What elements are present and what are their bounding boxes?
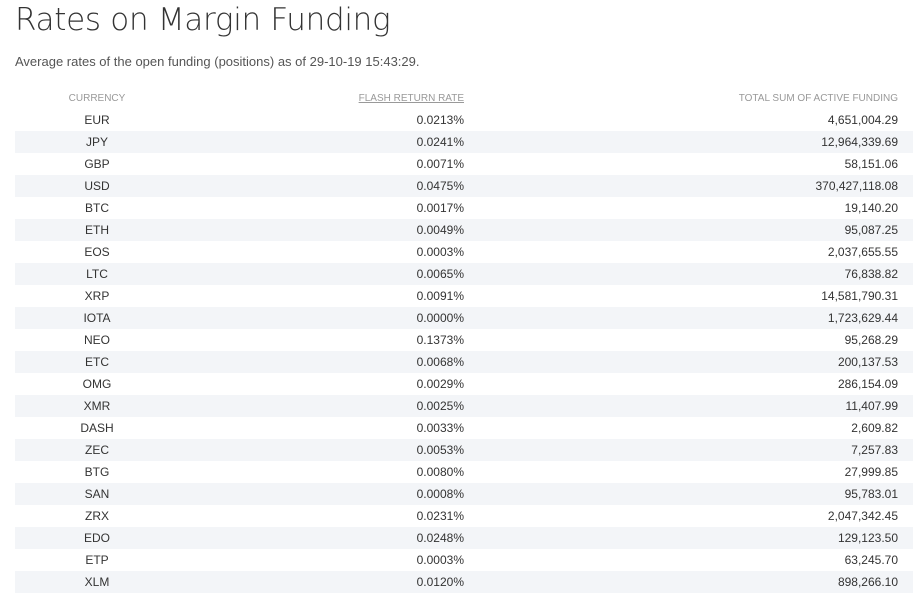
flash-return-rate-cell: 0.0241% (179, 131, 464, 153)
table-row: DASH 0.0033% 2,609.82 (15, 417, 913, 439)
total-funding-cell: 4,651,004.29 (827, 113, 898, 127)
total-funding-cell: 95,783.01 (464, 483, 913, 505)
currency-cell: JPY (15, 131, 179, 153)
total-funding-cell: 129,123.50 (464, 527, 913, 549)
table-row: ZEC 0.0053% 7,257.83 (15, 439, 913, 461)
table-row: XMR 0.0025% 11,407.99 (15, 395, 913, 417)
table-row: OMG 0.0029% 286,154.09 (15, 373, 913, 395)
currency-cell: OMG (82, 377, 112, 391)
total-funding-cell: 12,964,339.69 (464, 131, 913, 153)
currency-cell: IOTA (15, 307, 179, 329)
flash-return-rate-cell: 0.0017% (416, 201, 464, 215)
flash-return-rate-cell: 0.0000% (179, 307, 464, 329)
flash-return-rate-cell: 0.0065% (179, 263, 464, 285)
table-body: EUR 0.0213% 4,651,004.29 JPY 0.0241% 12,964,3… (15, 109, 913, 593)
total-funding-cell: 95,268.29 (844, 333, 898, 347)
flash-return-rate-cell: 0.0091% (416, 289, 464, 303)
page-title: Rates on Margin Funding (15, 2, 391, 38)
currency-cell: EOS (84, 245, 110, 259)
flash-return-rate-cell: 0.0025% (179, 395, 464, 417)
table-row: JPY 0.0241% 12,964,339.69 (15, 131, 913, 153)
total-funding-cell: 7,257.83 (464, 439, 913, 461)
flash-return-rate-cell: 0.0071% (416, 157, 464, 171)
currency-cell: XMR (15, 395, 179, 417)
total-funding-cell: 200,137.53 (464, 351, 913, 373)
currency-cell: NEO (83, 333, 110, 347)
table-row: EOS 0.0003% 2,037,655.55 (15, 241, 913, 263)
currency-cell: SAN (15, 483, 179, 505)
flash-return-rate-sort-link[interactable]: FLASH RETURN RATE (358, 92, 464, 104)
currency-column-header: CURRENCY (68, 92, 126, 104)
currency-cell: XLM (15, 571, 179, 593)
table-row: EDO 0.0248% 129,123.50 (15, 527, 913, 549)
total-funding-cell: 2,037,655.55 (827, 245, 898, 259)
currency-cell: XRP (84, 289, 110, 303)
currency-cell: EDO (15, 527, 179, 549)
total-funding-cell: 1,723,629.44 (464, 307, 913, 329)
table-header-row: CURRENCY FLASH RETURN RATE TOTAL SUM OF … (15, 87, 913, 109)
flash-return-rate-cell: 0.0248% (179, 527, 464, 549)
currency-cell: ETP (85, 553, 109, 567)
currency-cell: BTC (85, 201, 109, 215)
table-row: EUR 0.0213% 4,651,004.29 (15, 109, 913, 131)
total-funding-cell: 11,407.99 (464, 395, 913, 417)
total-funding-cell: 2,609.82 (851, 421, 898, 435)
table-row: ETH 0.0049% 95,087.25 (15, 219, 913, 241)
funding-rates-table: CURRENCY FLASH RETURN RATE TOTAL SUM OF … (15, 87, 913, 593)
flash-return-rate-cell: 0.0080% (416, 465, 464, 479)
page-subtitle: Average rates of the open funding (posit… (15, 54, 420, 69)
total-funding-cell: 2,047,342.45 (827, 509, 898, 523)
flash-return-rate-cell: 0.0213% (416, 113, 464, 127)
flash-return-rate-cell: 0.0003% (416, 553, 464, 567)
total-funding-cell: 27,999.85 (844, 465, 898, 479)
total-sum-column-header: TOTAL SUM OF ACTIVE FUNDING (738, 92, 898, 104)
total-funding-cell: 370,427,118.08 (464, 175, 913, 197)
flash-return-rate-cell: 0.0003% (416, 245, 464, 259)
table-row: NEO 0.1373% 95,268.29 (15, 329, 913, 351)
flash-return-rate-cell: 0.0033% (416, 421, 464, 435)
total-funding-cell: 95,087.25 (464, 219, 913, 241)
table-row: GBP 0.0071% 58,151.06 (15, 153, 913, 175)
table-row: ZRX 0.0231% 2,047,342.45 (15, 505, 913, 527)
flash-return-rate-cell: 0.0029% (416, 377, 464, 391)
total-funding-cell: 58,151.06 (844, 157, 898, 171)
total-funding-cell: 286,154.09 (837, 377, 898, 391)
table-row: SAN 0.0008% 95,783.01 (15, 483, 913, 505)
flash-return-rate-cell: 0.0475% (179, 175, 464, 197)
currency-cell: ZRX (85, 509, 109, 523)
currency-cell: BTG (84, 465, 110, 479)
currency-cell: LTC (15, 263, 179, 285)
table-row: LTC 0.0065% 76,838.82 (15, 263, 913, 285)
flash-return-rate-cell: 0.0068% (179, 351, 464, 373)
flash-return-rate-cell: 0.0053% (179, 439, 464, 461)
flash-return-rate-cell: 0.0120% (179, 571, 464, 593)
table-row: XLM 0.0120% 898,266.10 (15, 571, 913, 593)
currency-cell: EUR (84, 113, 110, 127)
total-funding-cell: 63,245.70 (844, 553, 898, 567)
table-row: IOTA 0.0000% 1,723,629.44 (15, 307, 913, 329)
currency-cell: ZEC (15, 439, 179, 461)
table-row: USD 0.0475% 370,427,118.08 (15, 175, 913, 197)
total-funding-cell: 898,266.10 (464, 571, 913, 593)
table-row: BTC 0.0017% 19,140.20 (15, 197, 913, 219)
currency-cell: ETH (15, 219, 179, 241)
currency-cell: USD (15, 175, 179, 197)
flash-return-rate-cell: 0.1373% (416, 333, 464, 347)
flash-return-rate-cell: 0.0049% (179, 219, 464, 241)
currency-cell: DASH (80, 421, 114, 435)
flash-return-rate-cell: 0.0231% (416, 509, 464, 523)
total-funding-cell: 14,581,790.31 (821, 289, 898, 303)
currency-cell: GBP (84, 157, 110, 171)
currency-cell: ETC (15, 351, 179, 373)
flash-return-rate-cell: 0.0008% (179, 483, 464, 505)
table-row: ETP 0.0003% 63,245.70 (15, 549, 913, 571)
flash-return-rate-column-header[interactable]: FLASH RETURN RATE (179, 87, 464, 109)
total-funding-cell: 19,140.20 (844, 201, 898, 215)
table-row: BTG 0.0080% 27,999.85 (15, 461, 913, 483)
table-row: XRP 0.0091% 14,581,790.31 (15, 285, 913, 307)
total-funding-cell: 76,838.82 (464, 263, 913, 285)
table-row: ETC 0.0068% 200,137.53 (15, 351, 913, 373)
